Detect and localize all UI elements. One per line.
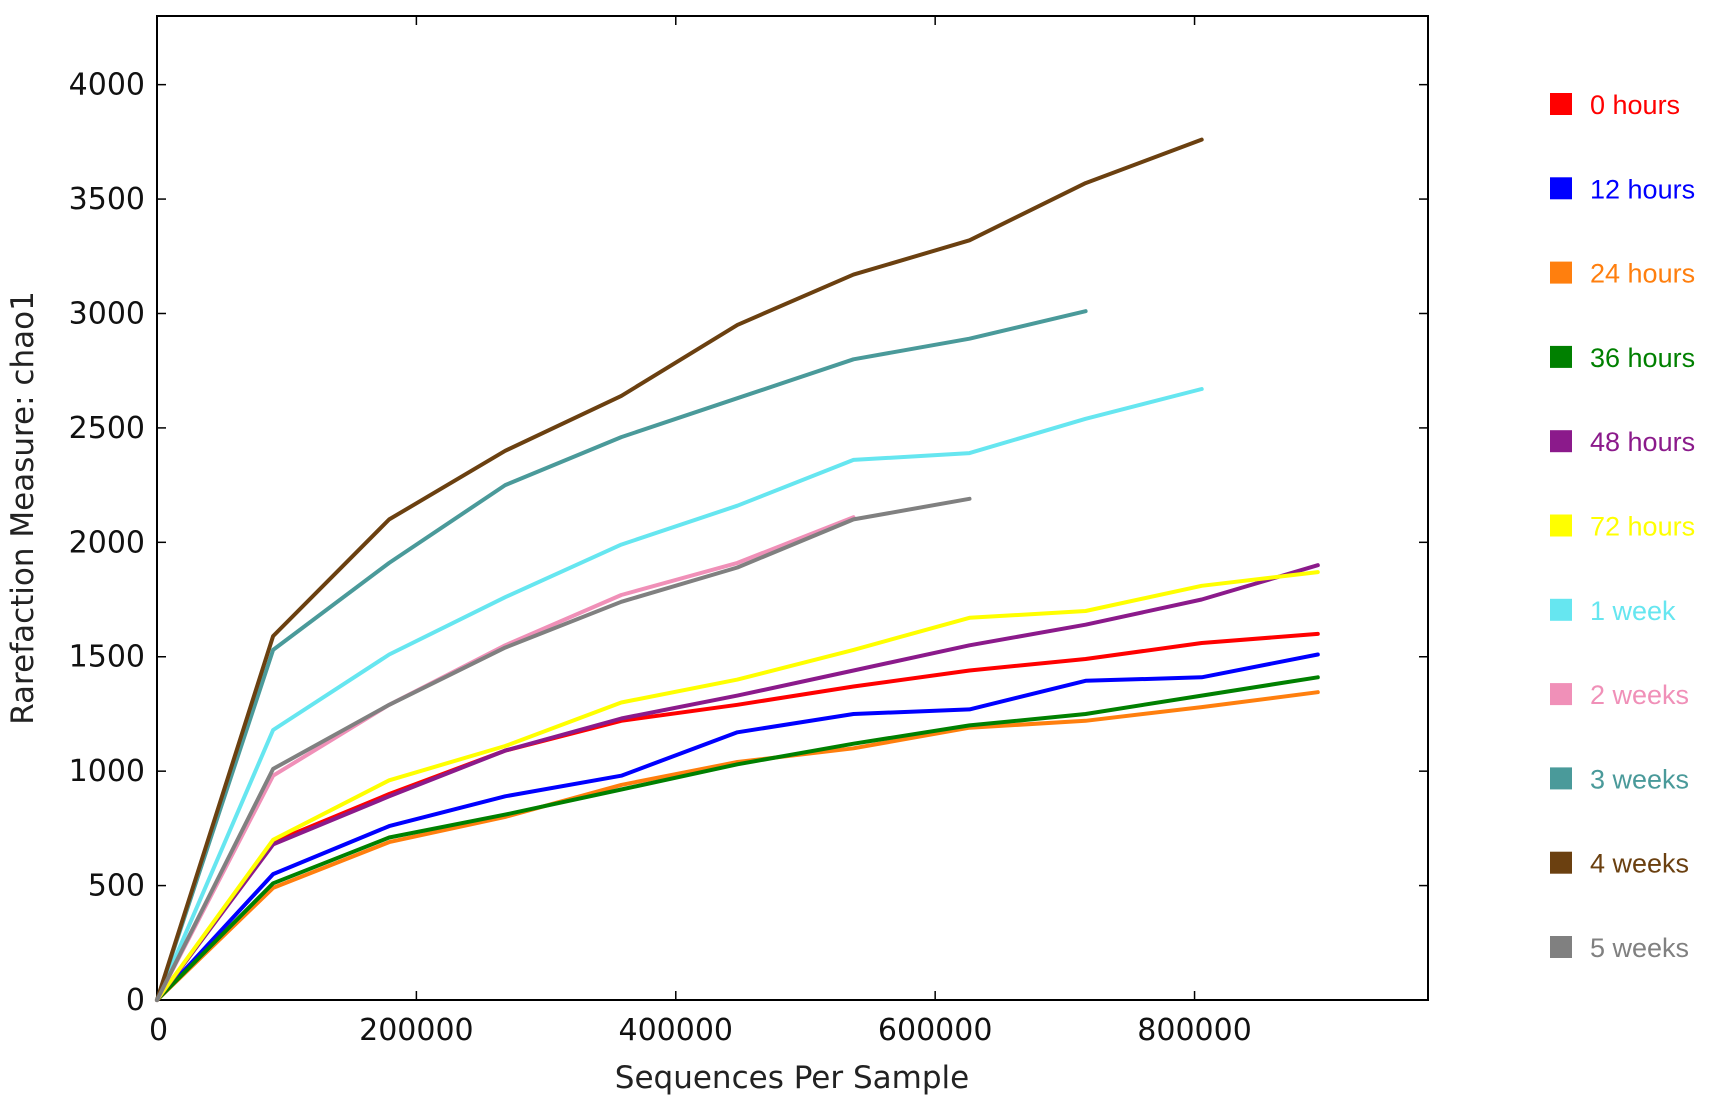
x-axis-label: Sequences Per Sample xyxy=(615,1060,969,1096)
y-tick-label: 0 xyxy=(126,983,145,1018)
series-line-0-hours xyxy=(155,631,1320,1002)
x-tick-label: 400000 xyxy=(619,1013,734,1048)
y-tick-label: 2000 xyxy=(69,525,145,560)
y-tick-label: 1500 xyxy=(69,640,145,675)
legend-label: 24 hours xyxy=(1590,259,1695,289)
series-line-48-hours xyxy=(155,563,1320,1002)
x-tick-label: 0 xyxy=(149,1013,168,1048)
legend-label: 4 weeks xyxy=(1590,849,1689,879)
y-tick-label: 3000 xyxy=(69,296,145,331)
legend-label: 2 weeks xyxy=(1590,680,1689,710)
legend-label: 5 weeks xyxy=(1590,933,1689,963)
series-line-5-weeks xyxy=(155,496,972,1002)
legend-swatch xyxy=(1550,177,1572,200)
y-tick-label: 1000 xyxy=(69,754,145,789)
legend-swatch xyxy=(1550,767,1572,790)
y-tick-label: 3500 xyxy=(69,182,145,217)
y-tick-label: 500 xyxy=(88,869,145,904)
legend-swatch xyxy=(1550,345,1572,368)
series-line-36-hours xyxy=(155,675,1320,1002)
legend-swatch xyxy=(1550,430,1572,453)
plot-frame xyxy=(156,15,1429,1001)
series-line-2-weeks xyxy=(155,515,856,1002)
y-axis-ticks: 0 500 1000 1500 2000 2500 3000 3500 4000 xyxy=(69,68,1428,1018)
series-line-72-hours xyxy=(155,570,1320,1002)
legend-label: 48 hours xyxy=(1590,427,1695,457)
legend-swatch xyxy=(1550,93,1572,115)
legend-label: 1 week xyxy=(1590,596,1676,626)
legend-swatch xyxy=(1550,936,1572,958)
legend-label: 0 hours xyxy=(1590,90,1680,120)
x-axis-ticks: 0 200000 400000 600000 800000 xyxy=(149,16,1252,1048)
legend-label: 3 weeks xyxy=(1590,764,1689,794)
plot-area: 0 500 1000 1500 2000 2500 3000 3500 4000 0 200000… xyxy=(69,15,1429,1048)
y-tick-label: 2500 xyxy=(69,411,145,446)
legend: 0 hours 12 hours 24 hours 36 hours 48 hours 7… xyxy=(1550,90,1695,963)
series-line-4-weeks xyxy=(155,137,1204,1002)
legend-swatch xyxy=(1550,683,1572,706)
legend-label: 12 hours xyxy=(1590,174,1695,204)
y-axis-label: Rarefaction Measure: chao1 xyxy=(5,291,41,725)
series-line-3-weeks xyxy=(155,309,1088,1002)
series-line-12-hours xyxy=(155,652,1320,1002)
series-lines xyxy=(155,137,1320,1002)
x-tick-label: 800000 xyxy=(1137,1013,1252,1048)
y-tick-label: 4000 xyxy=(69,68,145,103)
legend-swatch xyxy=(1550,598,1572,621)
series-line-1-week xyxy=(155,387,1204,1002)
legend-swatch xyxy=(1550,514,1572,537)
legend-label: 36 hours xyxy=(1590,343,1695,373)
x-tick-label: 200000 xyxy=(359,1013,474,1048)
legend-swatch xyxy=(1550,261,1572,284)
x-tick-label: 600000 xyxy=(878,1013,993,1048)
series-line-24-hours xyxy=(155,690,1320,1002)
legend-label: 72 hours xyxy=(1590,512,1695,542)
legend-swatch xyxy=(1550,851,1572,874)
